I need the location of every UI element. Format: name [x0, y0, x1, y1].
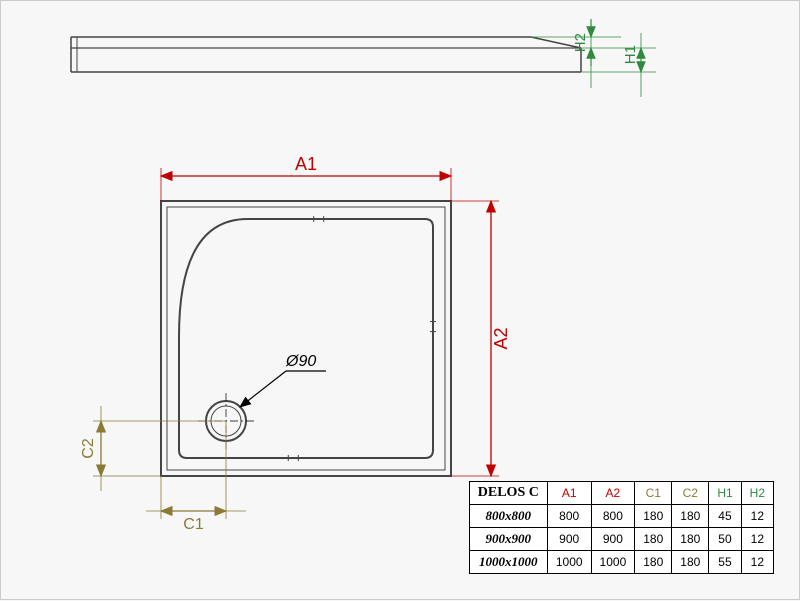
- table-row: 900x9009009001801805012: [469, 528, 773, 551]
- label-c1: C1: [183, 516, 204, 533]
- label-a1: A1: [295, 154, 317, 174]
- label-diameter: Ø90: [285, 353, 316, 370]
- label-a2: A2: [491, 327, 511, 349]
- label-h2: H2: [572, 33, 589, 52]
- table-row: 1000x1000100010001801805512: [469, 551, 773, 574]
- label-c2: C2: [80, 438, 97, 459]
- table-title: DELOS C: [469, 482, 547, 505]
- col-a2: A2: [591, 482, 635, 505]
- col-a1: A1: [547, 482, 591, 505]
- dimensions-table: DELOS CA1A2C1C2H1H2 800x8008008001801804…: [469, 481, 774, 574]
- col-c1: C1: [635, 482, 672, 505]
- col-h1: H1: [709, 482, 741, 505]
- table-row: 800x8008008001801804512: [469, 505, 773, 528]
- col-h2: H2: [741, 482, 773, 505]
- label-h1: H1: [622, 45, 639, 64]
- col-c2: C2: [672, 482, 709, 505]
